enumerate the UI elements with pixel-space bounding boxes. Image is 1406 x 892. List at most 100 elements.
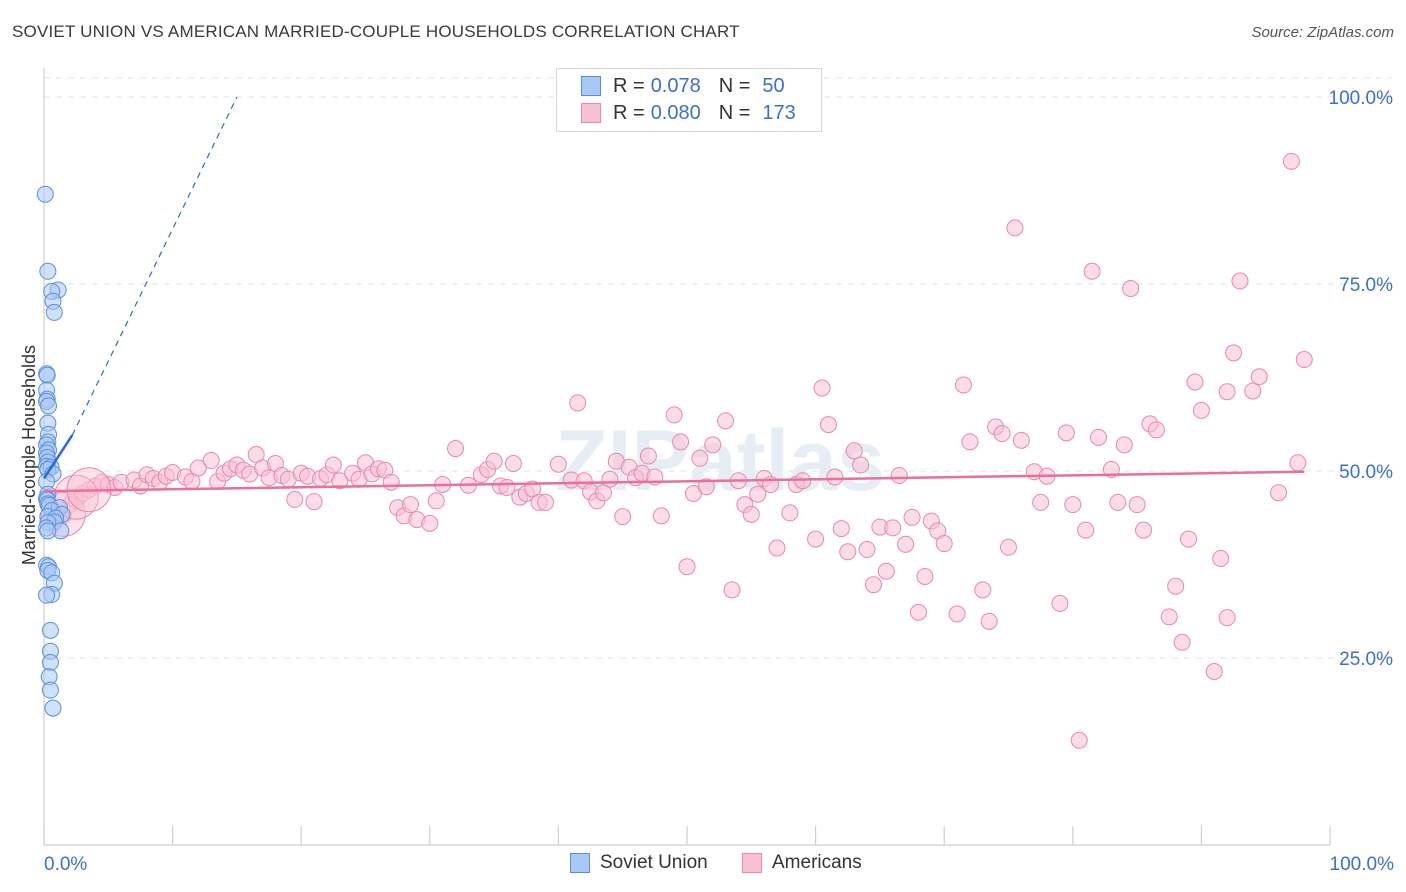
american-point: [537, 493, 555, 511]
american-point: [864, 576, 882, 594]
american-point: [819, 416, 837, 434]
american-point: [1295, 351, 1313, 369]
american-point: [1122, 279, 1140, 297]
americans-swatch-icon: [742, 853, 762, 873]
american-point: [1012, 431, 1030, 449]
gridlines: [44, 77, 1392, 659]
soviet-point: [39, 262, 57, 280]
soviet-trend-extension: [71, 96, 238, 436]
american-point: [189, 459, 207, 477]
chart-title: SOVIET UNION VS AMERICAN MARRIED-COUPLE …: [12, 22, 740, 41]
soviet-point: [41, 653, 59, 671]
americans-n-value: 173: [762, 101, 796, 124]
american-point: [890, 466, 908, 484]
american-point: [1225, 344, 1243, 362]
trend-lines: [42, 96, 1305, 493]
american-point: [1051, 594, 1069, 612]
american-point: [504, 455, 522, 473]
soviet-point: [44, 699, 62, 717]
american-point: [704, 436, 722, 454]
x-tick-label-max: 100.0%: [1330, 854, 1395, 875]
americans-r-value: 0.080: [650, 101, 701, 124]
soviet-swatch-icon: [581, 76, 601, 96]
american-point: [954, 376, 972, 394]
american-point: [807, 530, 825, 548]
r-label: R =: [613, 74, 645, 97]
american-point: [993, 425, 1011, 443]
american-point: [447, 440, 465, 458]
soviet-n-value: 50: [762, 74, 785, 97]
american-point: [961, 433, 979, 451]
american-point: [749, 485, 767, 503]
american-point: [672, 433, 690, 451]
american-point: [974, 581, 992, 599]
american-point: [1147, 421, 1165, 439]
bottom-legend-americans: Americans: [742, 852, 862, 874]
american-point: [1270, 484, 1288, 502]
n-label: N =: [718, 101, 751, 124]
american-point: [324, 456, 342, 474]
american-point: [948, 605, 966, 623]
american-point: [569, 394, 587, 412]
american-point: [723, 581, 741, 599]
legend-row-americans: R = 0.080 N = 173: [581, 100, 796, 126]
american-point: [614, 508, 632, 526]
x-tick-label-min: 0.0%: [44, 854, 87, 875]
soviet-point: [40, 397, 58, 415]
americans-legend-label: Americans: [772, 852, 862, 873]
american-point: [903, 508, 921, 526]
american-point: [402, 496, 420, 514]
american-point: [305, 493, 323, 511]
american-point: [1032, 493, 1050, 511]
american-point: [601, 470, 619, 488]
american-point: [1231, 272, 1249, 290]
american-point: [826, 468, 844, 486]
american-point: [1070, 731, 1088, 749]
american-point: [1173, 633, 1191, 651]
r-label: R =: [613, 101, 645, 124]
american-point: [202, 452, 220, 470]
americans-trend-line: [43, 470, 1305, 493]
y-tick-label: 25.0%: [1339, 649, 1393, 670]
american-point: [1212, 550, 1230, 568]
soviet-point: [38, 586, 56, 604]
american-point: [852, 456, 870, 474]
american-point: [832, 520, 850, 538]
american-point: [382, 473, 400, 491]
american-point: [1083, 262, 1101, 280]
soviet-point: [38, 366, 56, 384]
american-point: [697, 478, 715, 496]
american-point: [1244, 382, 1262, 400]
soviet-r-value: 0.078: [650, 74, 701, 97]
american-point: [781, 504, 799, 522]
y-tick-label: 50.0%: [1339, 462, 1393, 483]
y-tick-labels: 25.0% 50.0% 75.0% 100.0%: [1329, 88, 1394, 670]
soviet-legend-label: Soviet Union: [600, 852, 708, 873]
american-point: [1090, 428, 1108, 446]
american-point: [549, 455, 567, 473]
american-point: [652, 507, 670, 525]
american-point: [286, 490, 304, 508]
american-point: [1064, 496, 1082, 514]
american-point: [331, 472, 349, 490]
american-point: [768, 539, 786, 557]
americans-swatch-icon: [581, 103, 601, 123]
american-point: [897, 535, 915, 553]
american-point: [678, 558, 696, 576]
american-point: [485, 452, 503, 470]
american-point: [980, 612, 998, 630]
american-point: [935, 535, 953, 553]
american-point: [813, 379, 831, 397]
american-point: [742, 505, 760, 523]
american-point: [909, 603, 927, 621]
soviet-point: [36, 185, 54, 203]
n-label: N =: [718, 74, 751, 97]
soviet-point: [45, 303, 63, 321]
american-point: [1186, 373, 1204, 391]
legend-row-soviet-union: R = 0.078 N = 50: [581, 73, 785, 99]
american-point: [877, 562, 895, 580]
american-point: [665, 406, 683, 424]
american-point: [845, 442, 863, 460]
american-point: [1109, 493, 1127, 511]
american-point: [421, 514, 439, 532]
